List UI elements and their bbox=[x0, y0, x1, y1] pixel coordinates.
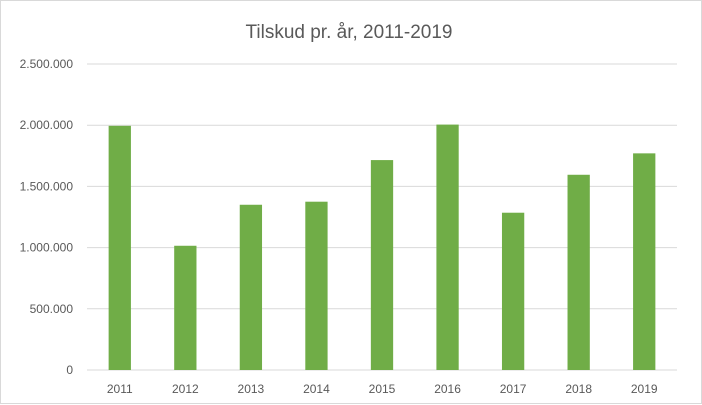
bar-2012 bbox=[174, 245, 197, 370]
bar-2014 bbox=[305, 201, 328, 370]
x-tick-label: 2013 bbox=[238, 382, 265, 396]
x-tick-label: 2011 bbox=[107, 382, 133, 396]
y-tick-label: 500.000 bbox=[30, 302, 74, 316]
y-tick-label: 0 bbox=[66, 363, 73, 377]
bar-2011 bbox=[108, 125, 131, 370]
bar-2015 bbox=[370, 160, 394, 370]
y-tick-label: 2.000.000 bbox=[20, 118, 74, 132]
x-tick-label: 2017 bbox=[500, 382, 527, 396]
bar-2019 bbox=[633, 153, 656, 370]
y-tick-label: 1.500.000 bbox=[20, 179, 74, 193]
x-tick-label: 2018 bbox=[565, 382, 592, 396]
x-tick-label: 2016 bbox=[434, 382, 461, 396]
bar-2017 bbox=[501, 212, 525, 370]
y-axis-tick-labels: 0 500.000 1.000.000 1.500.000 2.000.000 2.500… bbox=[20, 57, 74, 377]
bar-2013 bbox=[239, 204, 263, 370]
bars bbox=[108, 124, 656, 370]
x-axis-tick-labels: 2011 2012 2013 2014 2015 2016 2017 2018 2019 bbox=[107, 382, 658, 396]
y-tick-label: 1.000.000 bbox=[20, 241, 74, 255]
x-tick-label: 2014 bbox=[303, 382, 330, 396]
bar-2016 bbox=[436, 124, 459, 370]
y-tick-label: 2.500.000 bbox=[20, 57, 74, 71]
x-tick-label: 2019 bbox=[631, 382, 658, 396]
bar-2018 bbox=[567, 174, 590, 370]
x-tick-label: 2015 bbox=[369, 382, 396, 396]
chart-title: Tilskud pr. år, 2011-2019 bbox=[245, 22, 452, 43]
x-tick-label: 2012 bbox=[172, 382, 199, 396]
